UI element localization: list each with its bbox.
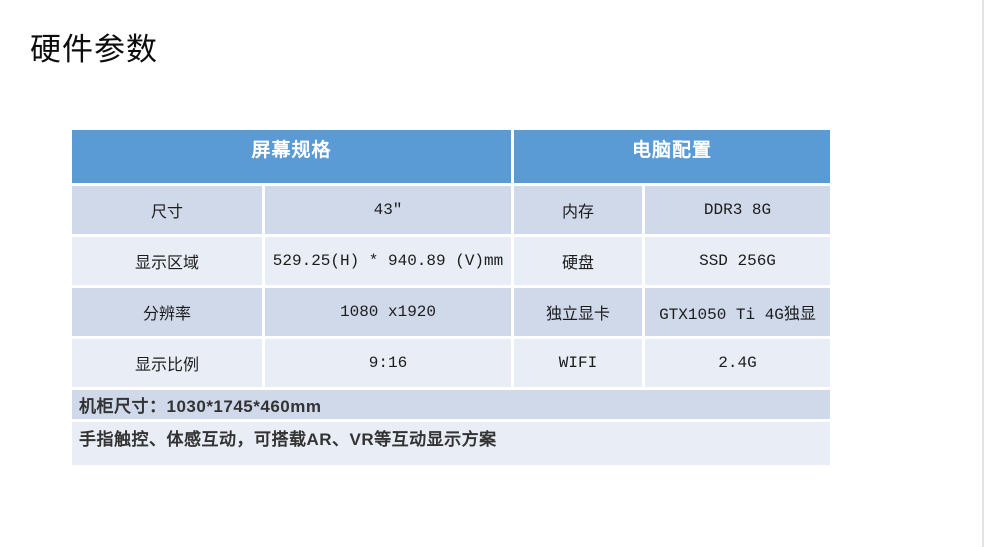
table-header-screen-spec: 屏幕规格	[72, 130, 511, 183]
spec-value-resolution: 1080 x1920	[265, 288, 511, 336]
cabinet-size-row: 机柜尺寸：1030*1745*460mm	[72, 390, 830, 419]
table-header-computer-config: 电脑配置	[514, 130, 830, 183]
spec-value-gpu: GTX1050 Ti 4G独显	[645, 288, 830, 336]
interaction-note-row: 手指触控、体感互动，可搭载AR、VR等互动显示方案	[72, 422, 830, 465]
spec-label-aspect-ratio: 显示比例	[72, 339, 262, 387]
spec-label-wifi: WIFI	[514, 339, 642, 387]
spec-label-size: 尺寸	[72, 186, 262, 234]
page-right-edge	[982, 0, 984, 547]
spec-value-aspect-ratio: 9:16	[265, 339, 511, 387]
spec-value-wifi: 2.4G	[645, 339, 830, 387]
spec-value-harddisk: SSD 256G	[645, 237, 830, 285]
spec-value-size: 43″	[265, 186, 511, 234]
spec-value-memory: DDR3 8G	[645, 186, 830, 234]
spec-value-display-area: 529.25(H) * 940.89 (V)mm	[265, 237, 511, 285]
spec-label-resolution: 分辨率	[72, 288, 262, 336]
page-title: 硬件参数	[30, 32, 158, 67]
spec-label-memory: 内存	[514, 186, 642, 234]
spec-label-harddisk: 硬盘	[514, 237, 642, 285]
spec-label-display-area: 显示区域	[72, 237, 262, 285]
hardware-spec-table: 屏幕规格 电脑配置 尺寸 43″ 内存 DDR3 8G 显示区域 529.25(…	[72, 130, 830, 465]
spec-label-gpu: 独立显卡	[514, 288, 642, 336]
